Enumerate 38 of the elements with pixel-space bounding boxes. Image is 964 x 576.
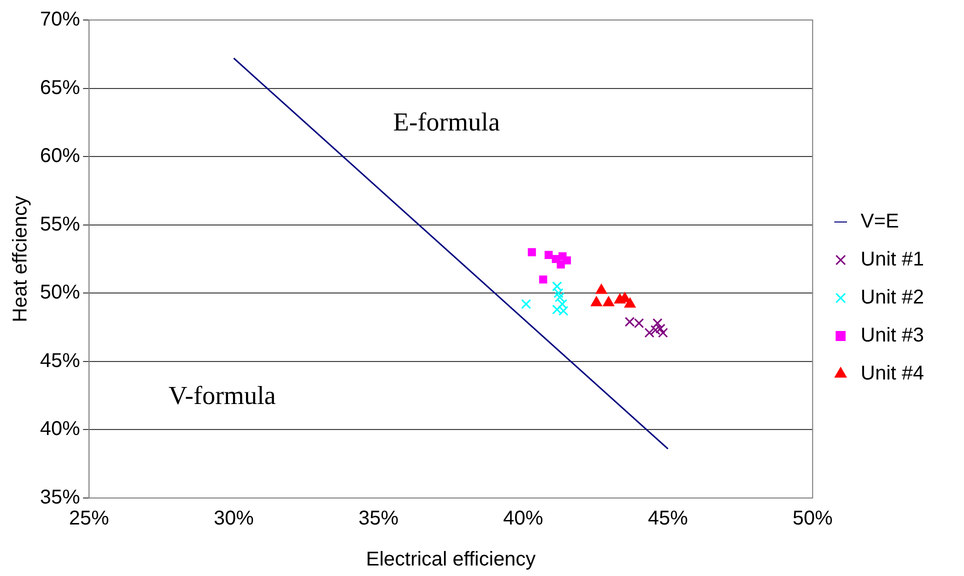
point xyxy=(644,328,654,338)
x-tick-label: 25% xyxy=(69,508,110,530)
point xyxy=(590,296,602,306)
point xyxy=(521,299,532,310)
y-tick-label: 45% xyxy=(40,350,80,372)
x-tick-label: 35% xyxy=(358,508,399,530)
point xyxy=(602,296,614,306)
y-tick-label: 70% xyxy=(40,8,80,31)
annotation: E-formula xyxy=(393,108,500,137)
legend-label: Unit #1 xyxy=(860,248,924,271)
y-axis-title: Heat effciency xyxy=(10,196,32,322)
y-tick-label: 50% xyxy=(40,282,80,304)
point xyxy=(655,324,666,334)
legend-label: Unit #4 xyxy=(860,362,924,385)
y-tick-label: 65% xyxy=(40,76,80,99)
x-tick-label: 50% xyxy=(792,508,833,530)
annotation: V-formula xyxy=(168,380,276,410)
legend-label: Unit #2 xyxy=(860,286,924,309)
y-tick-label: 40% xyxy=(40,418,80,440)
x-tick-label: 30% xyxy=(214,508,254,530)
x-tick-label: 45% xyxy=(648,508,688,530)
point xyxy=(539,275,548,284)
y-tick-label: 60% xyxy=(40,145,80,168)
legend-label: Unit #3 xyxy=(860,324,924,347)
point xyxy=(634,318,644,328)
y-tick-label: 55% xyxy=(40,213,80,236)
point xyxy=(556,260,565,268)
y-tick-label: 35% xyxy=(40,486,80,509)
x-tick-label: 40% xyxy=(503,508,544,530)
point xyxy=(528,248,536,256)
point xyxy=(552,304,562,315)
x-axis-title: Electrical efficiency xyxy=(366,548,536,571)
point xyxy=(624,316,635,327)
legend-label: V=E xyxy=(860,210,899,233)
point xyxy=(624,298,636,308)
point xyxy=(596,284,608,294)
point xyxy=(658,328,668,338)
point xyxy=(544,250,553,259)
